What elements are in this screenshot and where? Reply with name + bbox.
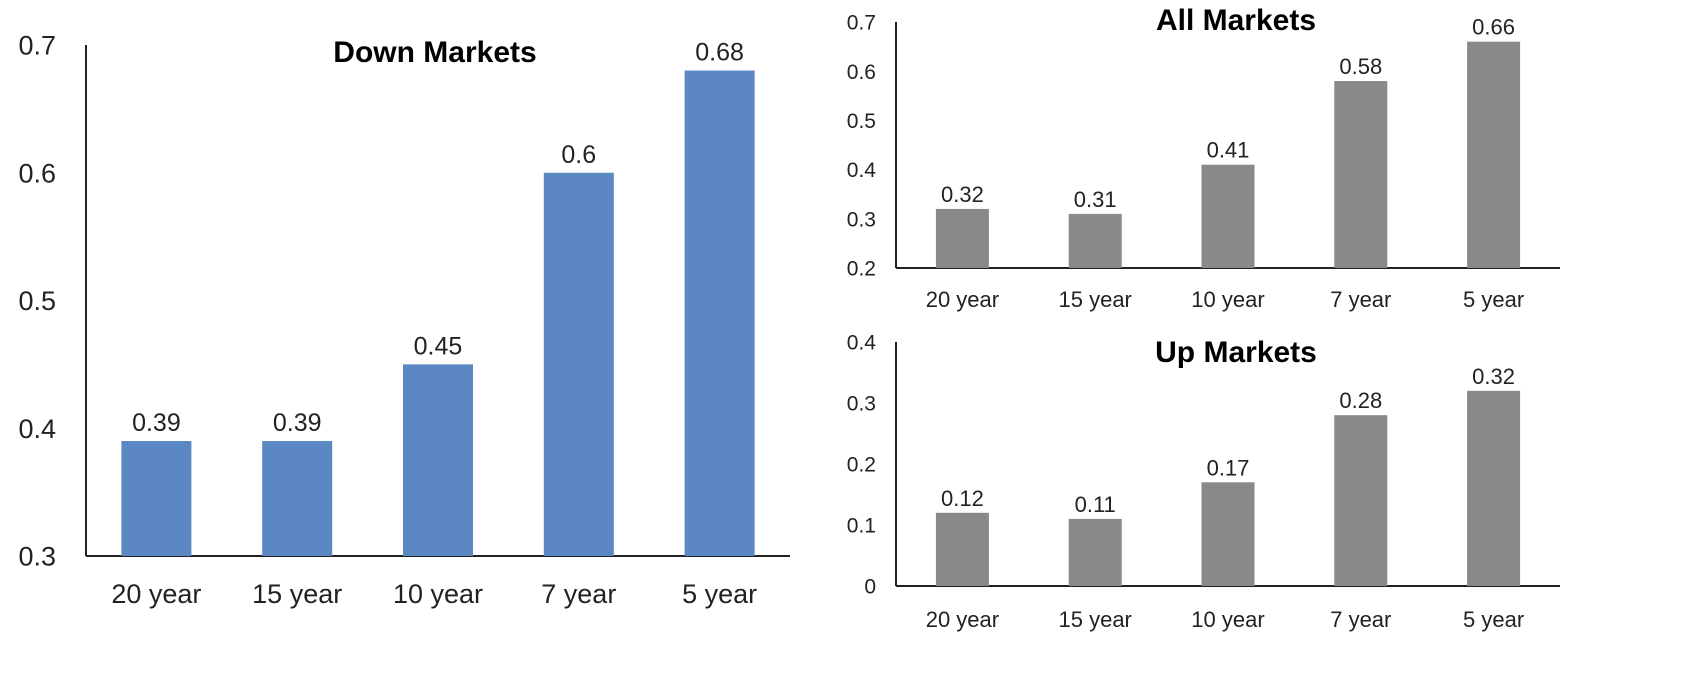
bar — [1467, 390, 1521, 586]
y-tick-label: 0.7 — [847, 12, 876, 35]
x-category-label: 7 year — [541, 579, 616, 609]
chart-title: All Markets — [1156, 4, 1316, 37]
bar-value-label: 0.28 — [1339, 388, 1382, 413]
bar-value-label: 0.12 — [941, 486, 984, 511]
x-category-label: 10 year — [393, 579, 483, 609]
bar — [121, 441, 192, 556]
y-tick-label: 0.3 — [847, 208, 876, 231]
bar — [403, 364, 473, 556]
x-category-label: 7 year — [1330, 607, 1391, 632]
bar — [262, 441, 333, 556]
bar-value-label: 0.6 — [561, 141, 596, 169]
bar — [1068, 213, 1122, 268]
chart-title: Down Markets — [333, 36, 536, 69]
y-tick-label: 0.2 — [847, 258, 876, 281]
bar-value-label: 0.41 — [1207, 138, 1250, 163]
x-category-label: 20 year — [926, 607, 999, 632]
x-category-label: 10 year — [1191, 287, 1264, 312]
x-category-label: 15 year — [1059, 607, 1132, 632]
chart-up-markets: Up Markets 0 0.1 0.2 0.3 0.4 0.12 20 year 0.11 1… — [820, 320, 1681, 674]
x-category-label: 20 year — [926, 287, 999, 312]
y-tick-label: 0.4 — [847, 332, 877, 355]
bar-value-label: 0.58 — [1339, 54, 1382, 79]
bar — [1334, 81, 1388, 268]
chart-all-markets-svg: All Markets 0.2 0.3 0.4 0.5 0.6 0.7 0.32 20 yea… — [847, 4, 1560, 312]
bar — [1201, 482, 1255, 586]
x-category-label: 20 year — [111, 579, 201, 609]
bar-value-label: 0.32 — [941, 182, 984, 207]
bar-value-label: 0.45 — [414, 332, 463, 360]
bar-value-label: 0.66 — [1472, 15, 1515, 40]
bar-value-label: 0.17 — [1207, 455, 1250, 480]
x-category-label: 10 year — [1191, 607, 1264, 632]
bar-value-label: 0.31 — [1074, 187, 1117, 212]
y-tick-label: 0.3 — [847, 393, 876, 416]
bar — [935, 208, 989, 268]
y-tick-label: 0 — [864, 576, 876, 599]
bar — [935, 512, 989, 586]
bar — [1467, 41, 1521, 269]
bar-value-label: 0.32 — [1472, 364, 1515, 389]
bar-value-label: 0.68 — [695, 39, 744, 67]
y-tick-label: 0.5 — [18, 286, 56, 316]
bar-value-label: 0.39 — [132, 409, 181, 437]
x-category-label: 5 year — [1463, 287, 1524, 312]
bar-value-label: 0.11 — [1075, 492, 1116, 517]
y-tick-label: 0.2 — [847, 454, 876, 477]
x-category-label: 15 year — [252, 579, 342, 609]
y-tick-label: 0.5 — [847, 110, 876, 133]
y-tick-label: 0.3 — [18, 542, 56, 572]
chart-down-markets: Down Markets 0.3 0.4 0.5 0.6 0.7 0.39 20 year 0… — [0, 0, 820, 674]
y-tick-label: 0.7 — [18, 31, 56, 61]
x-category-label: 7 year — [1330, 287, 1391, 312]
x-category-label: 15 year — [1059, 287, 1132, 312]
y-tick-label: 0.4 — [847, 159, 877, 182]
chart-up-markets-svg: Up Markets 0 0.1 0.2 0.3 0.4 0.12 20 year 0.11 1… — [847, 332, 1560, 632]
chart-all-markets: All Markets 0.2 0.3 0.4 0.5 0.6 0.7 0.32 20 yea… — [820, 0, 1681, 320]
x-category-label: 5 year — [1463, 607, 1524, 632]
bar — [1068, 518, 1122, 586]
bar — [1201, 164, 1255, 268]
bar — [1334, 415, 1388, 586]
y-tick-label: 0.6 — [847, 61, 876, 84]
bar — [543, 172, 614, 556]
y-tick-label: 0.6 — [18, 158, 56, 188]
chart-down-markets-svg: Down Markets 0.3 0.4 0.5 0.6 0.7 0.39 20 year 0… — [18, 31, 790, 609]
x-category-label: 5 year — [682, 579, 757, 609]
bar — [684, 70, 755, 557]
y-tick-label: 0.1 — [847, 515, 876, 538]
bar-value-label: 0.39 — [273, 409, 322, 437]
y-tick-label: 0.4 — [18, 414, 56, 444]
chart-title: Up Markets — [1155, 336, 1317, 369]
